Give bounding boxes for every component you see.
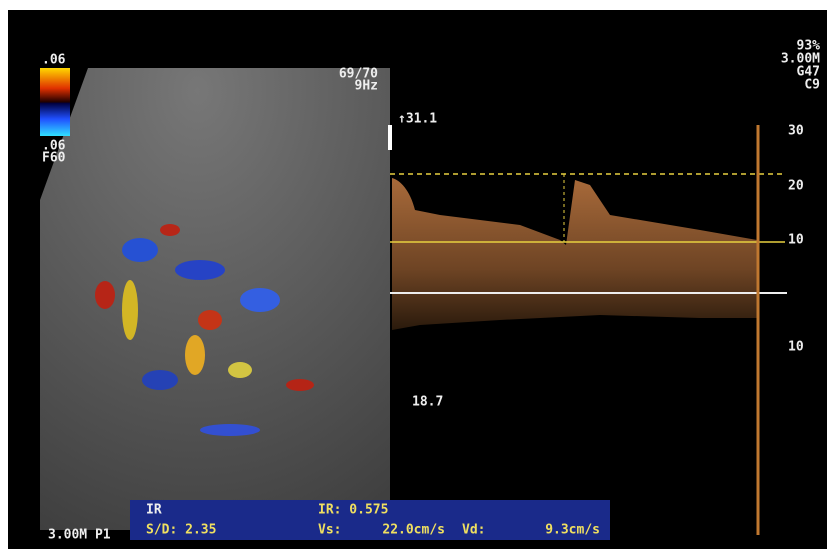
- scale-max: ↑31.1: [398, 112, 437, 127]
- setting: C9: [804, 78, 820, 93]
- probe: 3.00M P1: [48, 528, 111, 543]
- scale-min: 18.7: [412, 395, 443, 410]
- scale-label: 30: [788, 124, 804, 139]
- frequency: 9Hz: [355, 79, 378, 94]
- scale-label: 20: [788, 179, 804, 194]
- sd-ratio: S/D: 2.35: [146, 523, 216, 538]
- b-mode-image: [40, 68, 390, 530]
- color-scale-top: .06: [42, 53, 66, 68]
- scale-label: 10: [788, 233, 804, 248]
- ultrasound-screen: .06 .06 F60 69/70 9Hz 93% 3.00M G47 C9 ↑…: [0, 0, 827, 549]
- vs-value: 22.0cm/s: [382, 523, 445, 538]
- ir-value: IR: 0.575: [318, 503, 388, 518]
- vs-label: Vs:: [318, 523, 341, 538]
- filter: F60: [42, 151, 66, 166]
- scale-label: 10: [788, 340, 804, 355]
- vd-value: 9.3cm/s: [545, 523, 600, 538]
- mode: IR: [146, 503, 162, 518]
- color-scale-bar: [40, 68, 70, 136]
- vd-label: Vd:: [462, 523, 485, 538]
- page: .06 .06 F60 69/70 9Hz 93% 3.00M G47 C9 ↑…: [0, 0, 827, 549]
